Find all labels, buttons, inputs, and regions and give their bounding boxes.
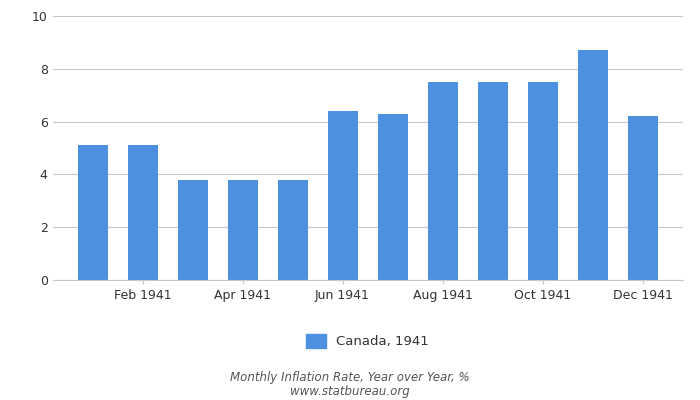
Bar — [477, 82, 508, 280]
Legend: Canada, 1941: Canada, 1941 — [301, 329, 434, 354]
Bar — [228, 180, 258, 280]
Bar — [178, 180, 207, 280]
Bar — [78, 145, 108, 280]
Bar — [377, 114, 407, 280]
Bar — [528, 82, 557, 280]
Bar — [428, 82, 458, 280]
Text: www.statbureau.org: www.statbureau.org — [290, 385, 410, 398]
Bar — [328, 111, 358, 280]
Bar — [277, 180, 307, 280]
Bar — [578, 50, 608, 280]
Bar — [627, 116, 657, 280]
Bar — [127, 145, 158, 280]
Text: Monthly Inflation Rate, Year over Year, %: Monthly Inflation Rate, Year over Year, … — [230, 372, 470, 384]
